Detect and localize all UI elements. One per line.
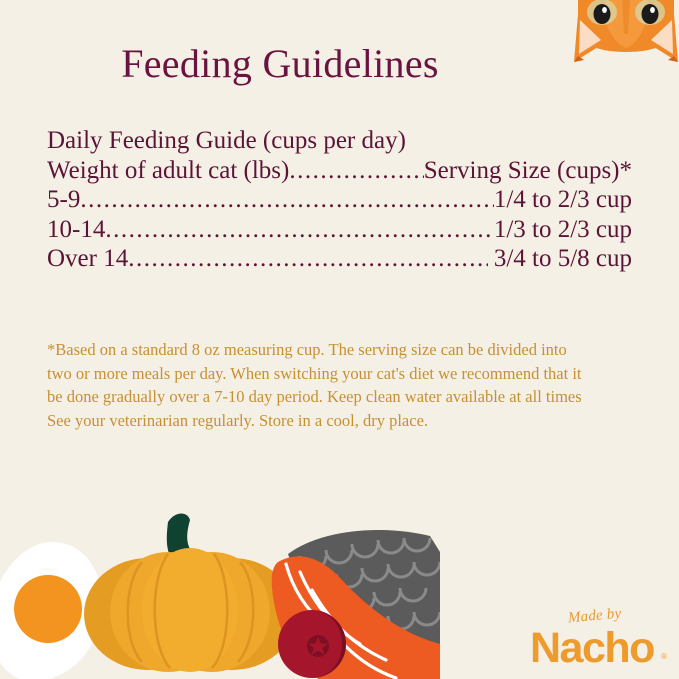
pumpkin-icon: [84, 513, 296, 672]
table-row: 10-14 1/3 to 2/3 cup: [47, 215, 632, 245]
brand-logo: Made by Nacho ®: [530, 606, 675, 672]
cranberry-icon: [278, 610, 346, 678]
fried-egg-icon: [0, 542, 103, 679]
leader-dots: [128, 244, 488, 274]
footnote-text: *Based on a standard 8 oz measuring cup.…: [47, 338, 633, 432]
table-row: Over 14 3/4 to 5/8 cup: [47, 244, 632, 274]
table-heading: Daily Feeding Guide (cups per day): [47, 127, 406, 154]
leader-dots: [105, 215, 493, 245]
row-weight-label: Over 14: [47, 245, 129, 272]
row-weight-label: 10-14: [47, 215, 106, 243]
footnote-line: be done gradually over a 7-10 day period…: [47, 387, 582, 406]
footnote-line: See your veterinarian regularly. Store i…: [47, 410, 429, 430]
row-serving-value: 1/3 to 2/3 cup: [493, 215, 632, 243]
cat-face-icon: [572, 0, 679, 72]
footnote-line: *Based on a standard 8 oz measuring cup.…: [47, 340, 567, 359]
logo-brand-text: Nacho: [530, 624, 655, 672]
leader-dots: [80, 185, 493, 215]
leader-dots: [289, 156, 423, 186]
column-header-value: Serving Size (cups)*: [423, 156, 632, 184]
table-column-header: Weight of adult cat (lbs) Serving Size (…: [47, 156, 632, 186]
table-row: 5-9 1/4 to 2/3 cup: [47, 185, 632, 215]
row-weight-label: 5-9: [47, 186, 81, 213]
feeding-guide-table: Daily Feeding Guide (cups per day) Weigh…: [47, 126, 632, 274]
food-illustration: [0, 494, 442, 679]
row-serving-value: 1/4 to 2/3 cup: [493, 186, 632, 213]
page-title: Feeding Guidelines: [121, 41, 439, 86]
column-header-label: Weight of adult cat (lbs): [47, 156, 290, 184]
row-serving-value: 3/4 to 5/8 cup: [493, 245, 632, 272]
footnote-line: two or more meals per day. When switchin…: [47, 363, 582, 383]
registered-trademark-icon: ®: [661, 652, 667, 661]
